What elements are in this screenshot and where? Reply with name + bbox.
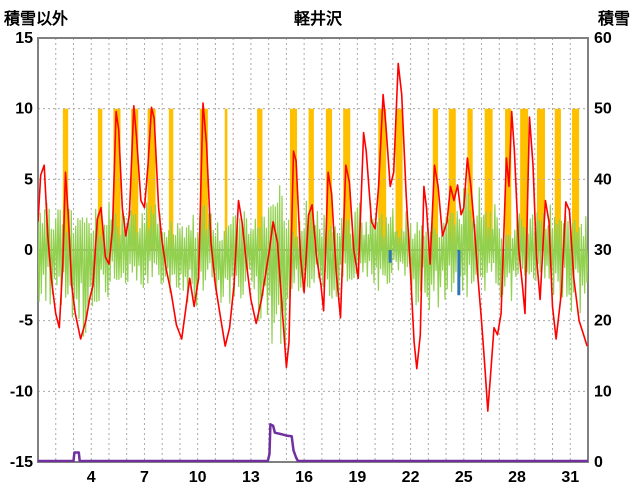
right-axis-tick: 50 [594, 101, 612, 118]
snow-depth-line [38, 423, 588, 462]
x-axis-tick: 22 [402, 469, 420, 486]
left-axis-tick: -5 [19, 313, 33, 330]
x-axis-tick: 13 [242, 469, 260, 486]
sunshine-bar [308, 108, 314, 251]
left-axis-tick: -15 [10, 454, 33, 471]
sunshine-bar [572, 108, 580, 251]
x-axis-tick: 25 [455, 469, 473, 486]
x-axis-tick: 31 [561, 469, 579, 486]
x-axis-tick: 4 [87, 469, 96, 486]
sunshine-bar [97, 108, 103, 251]
left-axis-tick: 0 [24, 242, 33, 259]
sunshine-bar [448, 108, 456, 251]
left-axis-tick: 15 [15, 30, 33, 47]
right-axis-tick: 10 [594, 383, 612, 400]
right-axis-tick: 20 [594, 313, 612, 330]
left-axis-tick: 10 [15, 101, 33, 118]
sunshine-bar [147, 108, 156, 251]
left-axis-tick: -10 [10, 383, 33, 400]
sunshine-bar [113, 108, 121, 251]
right-axis-tick: 30 [594, 242, 612, 259]
sunshine-bar [536, 108, 545, 251]
right-axis-title: 積雪 [597, 11, 630, 28]
sunshine-bar [378, 108, 387, 251]
x-axis-tick: 7 [140, 469, 149, 486]
sunshine-bar [432, 108, 439, 251]
right-axis-tick: 40 [594, 171, 612, 188]
x-axis-tick: 19 [348, 469, 366, 486]
x-axis-tick: 28 [508, 469, 526, 486]
sunshine-bar [554, 108, 561, 251]
sunshine-bar [224, 108, 228, 251]
right-axis-tick: 0 [594, 454, 603, 471]
data-series [38, 62, 588, 462]
sunshine-bar [343, 108, 351, 251]
station-name: 軽井沢 [293, 11, 342, 28]
sunshine-bar [168, 108, 174, 251]
left-axis-tick: 5 [24, 171, 33, 188]
x-axis-tick: 16 [295, 469, 313, 486]
left-axis-title: 積雪以外 [4, 11, 69, 28]
x-axis-tick: 10 [189, 469, 207, 486]
right-axis-tick: 60 [594, 30, 612, 47]
temperature-line [38, 62, 588, 412]
